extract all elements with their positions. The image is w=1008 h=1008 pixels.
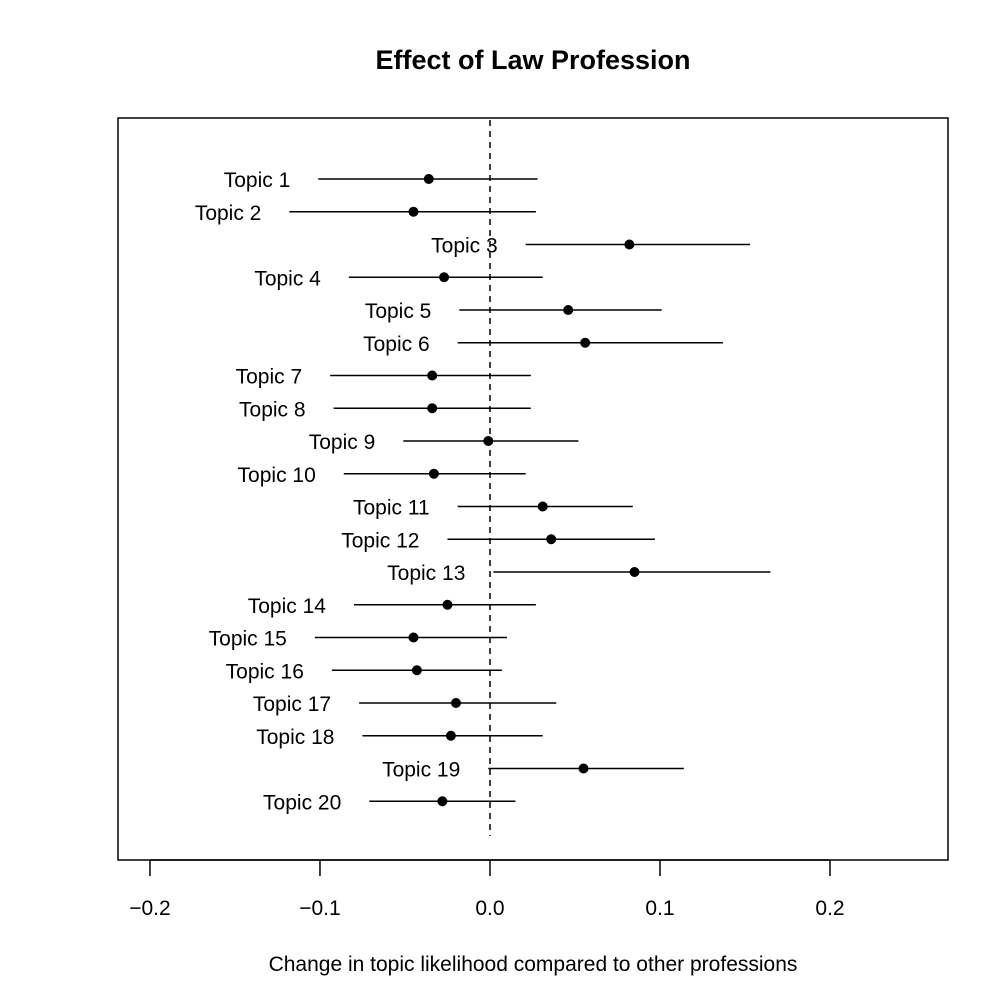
x-axis-label: Change in topic likelihood compared to o…: [269, 953, 798, 976]
point-estimate: [408, 206, 419, 217]
topic-row: Topic 6: [363, 333, 723, 356]
topic-label: Topic 10: [238, 464, 316, 487]
x-tick-label: 0.1: [645, 897, 674, 920]
topic-label: Topic 18: [256, 726, 334, 749]
point-estimate: [427, 403, 438, 414]
topic-label: Topic 14: [248, 595, 327, 618]
topic-label: Topic 9: [309, 431, 376, 454]
point-estimate: [563, 305, 574, 315]
point-estimate: [578, 763, 589, 774]
point-estimate: [428, 468, 439, 479]
topic-row: Topic 5: [365, 300, 662, 323]
topic-label: Topic 7: [236, 366, 303, 389]
topic-row: Topic 1: [224, 169, 538, 192]
point-estimate: [411, 665, 422, 676]
topic-label: Topic 13: [387, 562, 465, 585]
topic-label: Topic 5: [365, 300, 432, 323]
topic-row: Topic 15: [209, 628, 507, 651]
topic-row: Topic 4: [254, 267, 543, 290]
x-tick-label: 0.0: [475, 897, 504, 920]
topic-label: Topic 16: [226, 660, 304, 683]
topic-row: Topic 17: [253, 693, 557, 716]
topic-label: Topic 1: [224, 169, 291, 192]
topic-label: Topic 20: [263, 791, 341, 814]
point-estimate: [546, 534, 557, 545]
topic-row: Topic 12: [341, 529, 655, 552]
topic-label: Topic 4: [254, 267, 321, 290]
point-estimate: [450, 698, 461, 708]
topic-row: Topic 20: [263, 791, 516, 814]
topic-row: Topic 14: [248, 595, 536, 618]
topic-label: Topic 6: [363, 333, 430, 356]
topic-row: Topic 11: [353, 497, 633, 520]
topic-row: Topic 16: [226, 660, 502, 683]
point-estimate: [483, 436, 494, 446]
topic-row: Topic 7: [236, 366, 531, 389]
point-estimate: [629, 567, 640, 577]
x-tick-label: −0.2: [129, 897, 170, 920]
point-estimate: [439, 272, 450, 283]
estimate-rows: Topic 1 Topic 2 Topic 3 Topic 4 Topic 5 Topic…: [195, 169, 771, 814]
topic-label: Topic 17: [253, 693, 331, 716]
point-estimate: [580, 337, 591, 348]
topic-label: Topic 11: [353, 497, 430, 520]
point-estimate: [445, 730, 456, 741]
topic-label: Topic 3: [431, 235, 498, 258]
point-estimate: [624, 239, 635, 250]
point-estimate: [437, 796, 448, 807]
topic-row: Topic 2: [195, 202, 536, 225]
topic-row: Topic 10: [238, 464, 526, 487]
topic-row: Topic 8: [239, 398, 531, 421]
x-tick-label: 0.2: [815, 897, 844, 920]
topic-label: Topic 19: [382, 759, 460, 782]
topic-row: Topic 3: [431, 235, 751, 258]
topic-row: Topic 19: [382, 759, 684, 782]
plot-frame: [117, 117, 949, 861]
point-estimate: [442, 599, 453, 610]
point-estimate: [537, 501, 548, 512]
x-tick-label: −0.1: [299, 897, 340, 920]
topic-label: Topic 8: [239, 398, 306, 421]
point-estimate: [408, 632, 419, 643]
point-estimate: [427, 370, 438, 381]
x-axis: −0.2 −0.1 0.0 0.1 0.2: [129, 859, 845, 920]
topic-label: Topic 12: [341, 529, 419, 552]
chart-title: Effect of Law Profession: [375, 45, 690, 75]
topic-row: Topic 9: [309, 431, 579, 454]
topic-row: Topic 18: [256, 726, 543, 749]
point-estimate: [423, 174, 434, 184]
topic-label: Topic 2: [195, 202, 262, 225]
topic-row: Topic 13: [387, 562, 771, 585]
topic-label: Topic 15: [209, 628, 287, 651]
